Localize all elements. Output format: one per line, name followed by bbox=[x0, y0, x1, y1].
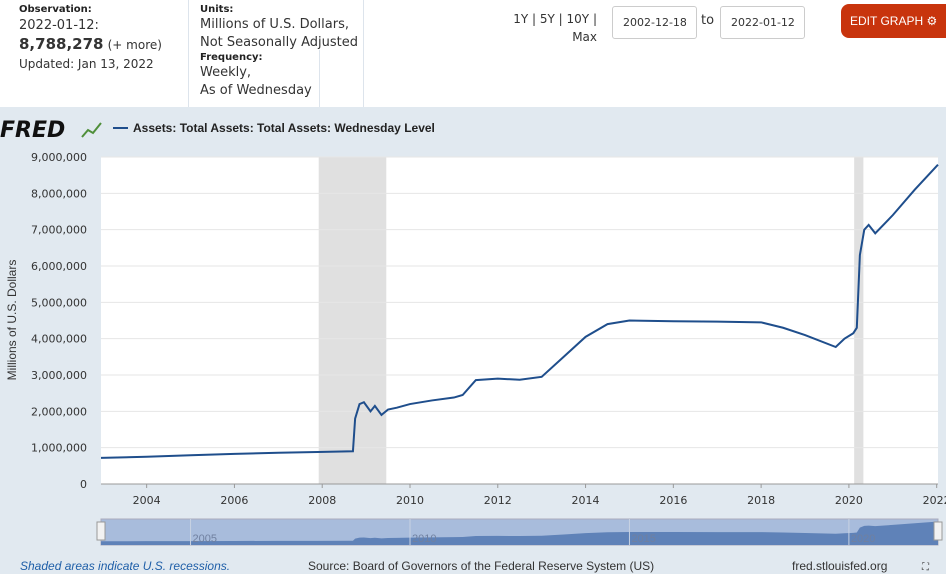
y-tick-label: 1,000,000 bbox=[31, 442, 87, 455]
header: Observation: 2022-01-12: 8,788,278 (+ mo… bbox=[0, 0, 946, 107]
divider bbox=[319, 50, 320, 107]
to-label: to bbox=[701, 13, 715, 28]
y-tick-label: 0 bbox=[80, 478, 87, 491]
units-line1: Millions of U.S. Dollars, bbox=[200, 17, 349, 32]
x-tick-label: 2018 bbox=[747, 494, 775, 507]
site-link[interactable]: fred.stlouisfed.org bbox=[792, 559, 888, 573]
recession-band bbox=[318, 157, 387, 484]
x-tick-label: 2006 bbox=[220, 494, 248, 507]
y-tick-label: 7,000,000 bbox=[31, 224, 87, 237]
legend-label: Assets: Total Assets: Total Assets: Wedn… bbox=[133, 121, 435, 135]
navigator-handle[interactable] bbox=[933, 521, 943, 541]
x-tick-label: 2020 bbox=[835, 494, 863, 507]
more-link[interactable]: (+ more) bbox=[107, 38, 162, 52]
y-tick-label: 8,000,000 bbox=[31, 187, 87, 200]
range-5y[interactable]: 5Y bbox=[539, 12, 555, 26]
recession-note: Shaded areas indicate U.S. recessions. bbox=[20, 559, 231, 573]
y-tick-label: 2,000,000 bbox=[31, 405, 87, 418]
observation-label: Observation: bbox=[19, 4, 92, 15]
observation-value: 8,788,278 bbox=[19, 35, 104, 53]
navigator-tick-label: 2015 bbox=[631, 533, 655, 545]
plot-background bbox=[101, 157, 938, 484]
navigator-tick-label: 2020 bbox=[851, 533, 875, 545]
units-label: Units: bbox=[200, 4, 234, 15]
x-tick-label: 2010 bbox=[396, 494, 424, 507]
navigator-tick-label: 2005 bbox=[193, 533, 217, 545]
y-tick-label: 3,000,000 bbox=[31, 369, 87, 382]
source-text: Source: Board of Governors of the Federa… bbox=[308, 559, 655, 573]
range-10y[interactable]: 10Y bbox=[566, 12, 590, 26]
date-to-input[interactable] bbox=[720, 6, 805, 39]
date-from-input[interactable] bbox=[612, 6, 697, 39]
observation-date: 2022-01-12: bbox=[19, 18, 99, 33]
x-tick-label: 2022 bbox=[923, 494, 946, 507]
series-line bbox=[100, 164, 939, 459]
fred-chart-icon bbox=[81, 122, 102, 138]
navigator-tick-label: 2010 bbox=[412, 533, 436, 545]
x-tick-label: 2014 bbox=[572, 494, 600, 507]
frequency-label: Frequency: bbox=[200, 52, 263, 63]
observation-panel: Observation: 2022-01-12: 8,788,278 (+ mo… bbox=[19, 4, 162, 74]
navigator-series bbox=[101, 521, 938, 545]
x-tick-label: 2016 bbox=[659, 494, 687, 507]
edit-graph-button[interactable]: EDIT GRAPH ⚙ bbox=[841, 4, 946, 38]
gear-icon: ⚙ bbox=[926, 14, 938, 28]
recession-band bbox=[854, 157, 864, 484]
y-tick-label: 6,000,000 bbox=[31, 260, 87, 273]
y-tick-label: 5,000,000 bbox=[31, 296, 87, 309]
frequency-line1: Weekly, bbox=[200, 65, 252, 80]
fred-logo: FRED bbox=[0, 118, 65, 143]
range-max[interactable]: Max bbox=[572, 30, 597, 44]
updated-date: Updated: Jan 13, 2022 bbox=[19, 57, 154, 71]
edit-graph-label: EDIT GRAPH bbox=[850, 14, 924, 28]
range-selector: 1Y | 5Y | 10Y | Max bbox=[513, 12, 597, 44]
y-tick-label: 4,000,000 bbox=[31, 333, 87, 346]
x-tick-label: 2004 bbox=[133, 494, 161, 507]
units-line2: Not Seasonally Adjusted bbox=[200, 35, 358, 50]
fullscreen-icon[interactable]: ⛶ bbox=[922, 562, 929, 573]
navigator-handle[interactable] bbox=[96, 521, 106, 541]
range-1y[interactable]: 1Y bbox=[513, 12, 529, 26]
x-tick-label: 2012 bbox=[484, 494, 512, 507]
frequency-line2: As of Wednesday bbox=[200, 83, 312, 98]
x-tick-label: 2008 bbox=[308, 494, 336, 507]
y-axis-label: Millions of U.S. Dollars bbox=[5, 260, 19, 381]
units-panel: Units: Millions of U.S. Dollars, Not Sea… bbox=[188, 0, 364, 107]
y-tick-label: 9,000,000 bbox=[31, 151, 87, 164]
